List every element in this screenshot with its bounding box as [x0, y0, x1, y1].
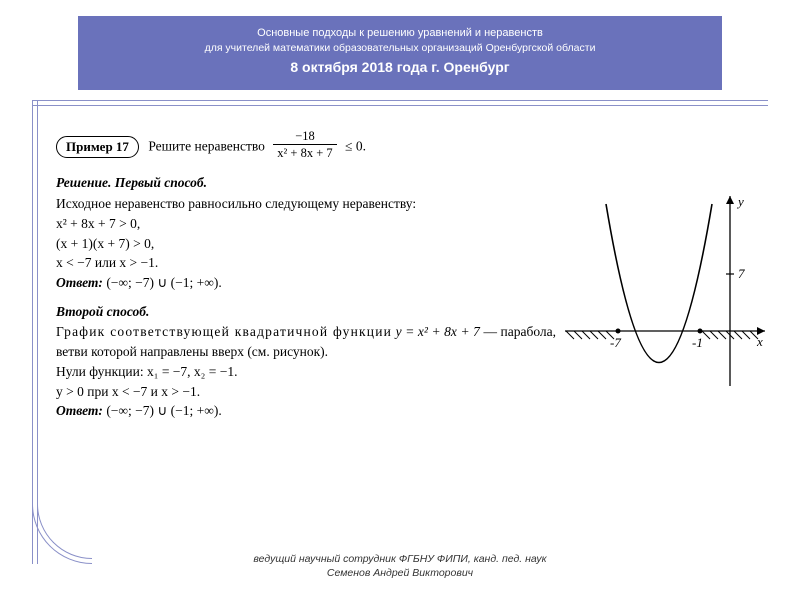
nulls-line: Нули функции: x₁ = −7, x₂ = −1.: [56, 362, 556, 382]
slide-header: Основные подходы к решению уравнений и н…: [78, 16, 722, 90]
solution-word: Решение.: [56, 175, 111, 190]
y-axis-label: y: [736, 194, 744, 209]
fraction-numerator: −18: [273, 130, 336, 145]
condition-line: y > 0 при x < −7 и x > −1.: [56, 382, 556, 402]
x-axis-label: x: [756, 334, 763, 349]
header-line-1: Основные подходы к решению уравнений и н…: [90, 26, 710, 41]
answer-label-2: Ответ:: [56, 403, 103, 418]
slide-footer: ведущий научный сотрудник ФГБНУ ФИПИ, ка…: [0, 552, 800, 580]
answer-1-line: Ответ: (−∞; −7) ∪ (−1; +∞).: [56, 273, 556, 293]
method1-title: Первый способ.: [115, 175, 207, 190]
hatch-left: [566, 331, 614, 339]
header-line-2: для учителей математики образовательных …: [90, 41, 710, 56]
footer-line-1: ведущий научный сотрудник ФГБНУ ФИПИ, ка…: [0, 552, 800, 566]
fraction-denominator: x² + 8x + 7: [273, 145, 336, 161]
answer-1-value: (−∞; −7) ∪ (−1; +∞).: [106, 275, 221, 290]
task-text: Решите неравенство: [148, 139, 265, 154]
fraction: −18 x² + 8x + 7: [273, 130, 336, 161]
y-axis-arrow: [726, 196, 734, 204]
y-intercept-label: 7: [738, 266, 745, 281]
relation: ≤ 0.: [345, 139, 366, 154]
answer-2-value: (−∞; −7) ∪ (−1; +∞).: [106, 403, 221, 418]
method2-title: Второй способ.: [56, 304, 149, 319]
parabola-graph: 7 -7 -1 x y: [560, 186, 770, 396]
zero-left-point: [616, 329, 621, 334]
footer-line-2: Семенов Андрей Викторович: [0, 566, 800, 580]
zero-right-label: -1: [692, 335, 703, 350]
answer-2-line: Ответ: (−∞; −7) ∪ (−1; +∞).: [56, 401, 556, 421]
zero-right-point: [698, 329, 703, 334]
problem-statement: Пример 17 Решите неравенство −18 x² + 8x…: [56, 132, 556, 163]
method2-equation: y = x² + 8x + 7: [396, 324, 480, 339]
method1-text: Исходное неравенство равносильно следующ…: [56, 194, 556, 214]
solution-heading: Решение. Первый способ.: [56, 173, 556, 193]
header-line-3: 8 октября 2018 года г. Оренбург: [90, 56, 710, 78]
example-label: Пример 17: [56, 136, 139, 159]
equation-2: (x + 1)(x + 7) > 0,: [56, 234, 556, 254]
method2-block: Второй способ. График соответствующей кв…: [56, 302, 556, 361]
equation-3: x < −7 или x > −1.: [56, 253, 556, 273]
frame-top-line: [32, 100, 768, 106]
frame-left-line: [32, 100, 38, 564]
content-body: Пример 17 Решите неравенство −18 x² + 8x…: [56, 132, 556, 422]
method2-text1: График соответствующей квадратичной функ…: [56, 324, 392, 339]
equation-1: x² + 8x + 7 > 0,: [56, 214, 556, 234]
zero-left-label: -7: [610, 335, 621, 350]
answer-label-1: Ответ:: [56, 275, 103, 290]
